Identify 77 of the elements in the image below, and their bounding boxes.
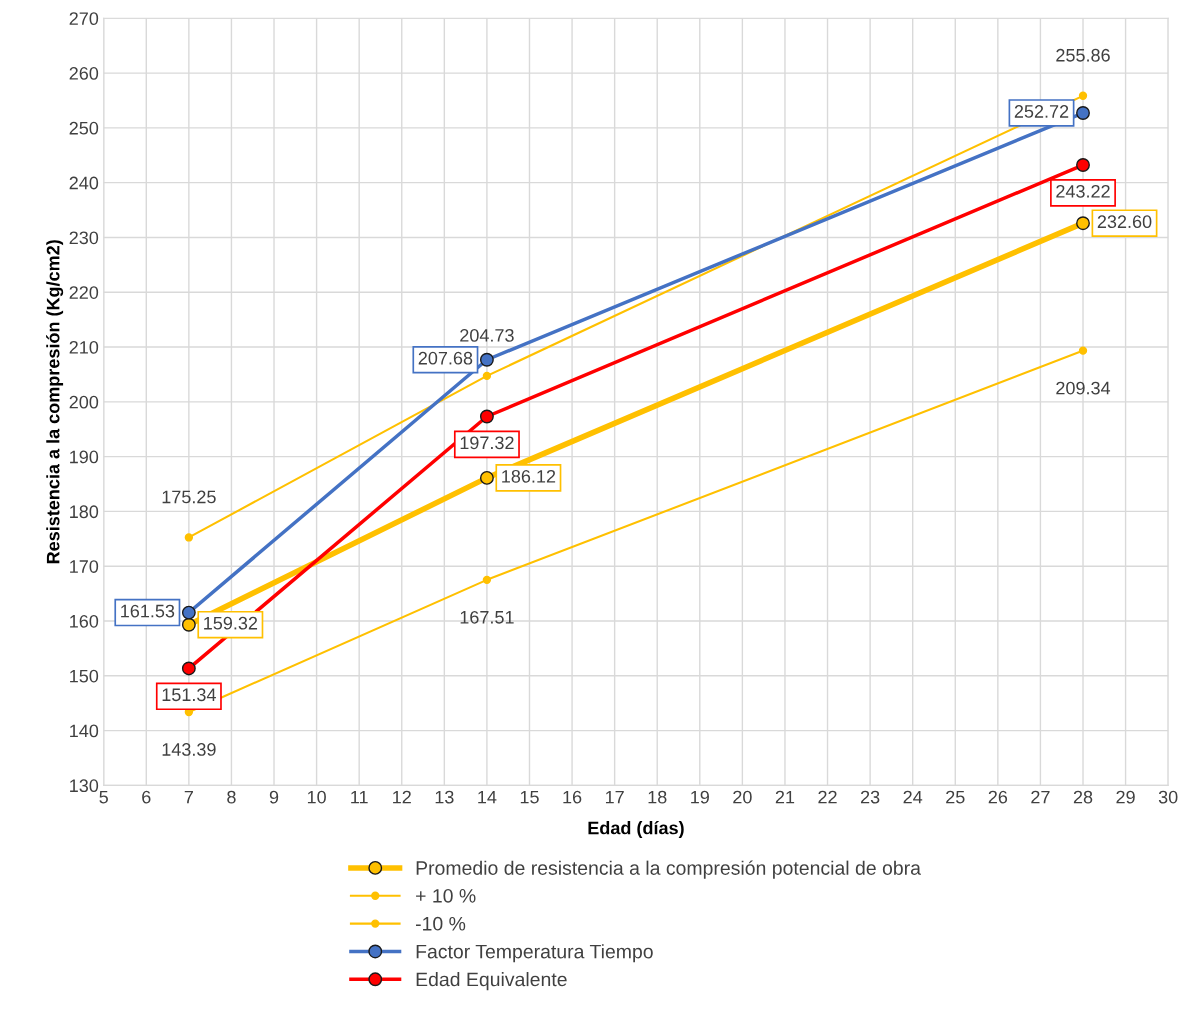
x-axis-title: Edad (días) [588,820,684,838]
data-label: 143.39 [162,743,216,756]
data-label: 232.60 [1097,215,1152,229]
x-tick-label: 18 [648,790,667,804]
y-tick-label: 260 [69,67,99,80]
x-tick-label: 13 [435,790,454,804]
legend-label: -10 % [415,916,466,931]
y-tick-label: 250 [69,121,99,135]
y-tick-label: 140 [70,724,99,738]
y-tick-label: 170 [70,560,99,573]
x-tick-label: 24 [903,790,923,804]
data-label: 255.86 [1056,48,1110,62]
x-tick-label: 16 [563,790,582,804]
y-tick-label: 240 [69,176,99,190]
x-tick-label: 5 [99,790,108,804]
point [181,605,196,620]
x-tick-label: 17 [605,790,624,804]
y-tick-label: 190 [70,450,99,464]
y-tick-label: 200 [69,395,99,409]
data-label: 161.53 [121,604,175,618]
x-tick-label: 26 [988,790,1008,804]
y-tick-label: 180 [70,505,99,519]
x-tick-label: 29 [1116,790,1135,804]
legend-label: + 10 % [416,888,476,903]
data-label: 159.32 [204,616,258,630]
x-tick-label: 9 [269,790,279,804]
data-label: 207.68 [418,351,473,365]
x-tick-label: 12 [393,790,411,804]
y-axis-title: Resistencia a la compresión (Kg/cm2) [46,240,64,564]
point [482,575,492,585]
legend-label: Edad Equivalente [416,972,567,991]
point [479,470,494,485]
x-tick-label: 22 [818,790,837,804]
x-tick-label: 6 [142,790,151,804]
y-tick-label: 220 [69,286,99,299]
y-tick-label: 150 [70,669,99,683]
x-tick-label: 19 [691,790,709,804]
point [1076,106,1090,120]
x-tick-label: 14 [478,790,497,804]
point [479,352,494,367]
data-label: 209.34 [1056,381,1111,395]
x-tick-label: 27 [1031,790,1050,804]
point [184,533,194,542]
data-label: 252.72 [1014,105,1069,118]
point [181,661,196,676]
x-tick-label: 20 [733,790,752,804]
y-tick-label: 210 [69,340,99,354]
x-tick-label: 15 [520,790,539,804]
point [1078,91,1088,100]
data-label: 175.25 [162,490,216,504]
y-tick-label: 130 [70,779,99,793]
x-tick-label: 8 [227,790,236,804]
data-label: 167.51 [460,610,514,624]
x-tick-label: 11 [351,790,368,804]
x-tick-label: 21 [775,790,795,804]
point [1078,346,1088,355]
x-tick-label: 25 [946,790,965,804]
x-tick-label: 7 [184,790,193,804]
data-label: 204.73 [460,329,514,342]
point [482,371,492,381]
x-tick-label: 10 [307,790,326,804]
data-label: 186.12 [502,469,556,483]
point [479,409,494,424]
x-tick-label: 23 [860,790,880,804]
point [1076,216,1090,231]
x-tick-label: 28 [1073,790,1093,804]
point [181,617,196,632]
data-label: 243.22 [1056,184,1110,198]
y-tick-label: 270 [69,12,99,26]
point [1076,158,1090,172]
legend-label: Promedio de resistencia a la compresión potencial de obra [416,860,921,879]
legend-label: Factor Temperatura Tiempo [416,944,653,963]
data-label: 197.32 [460,436,514,450]
data-label: 151.34 [162,688,216,702]
y-tick-label: 160 [70,614,99,628]
x-tick-label: 30 [1158,790,1178,804]
y-tick-label: 230 [69,231,99,245]
